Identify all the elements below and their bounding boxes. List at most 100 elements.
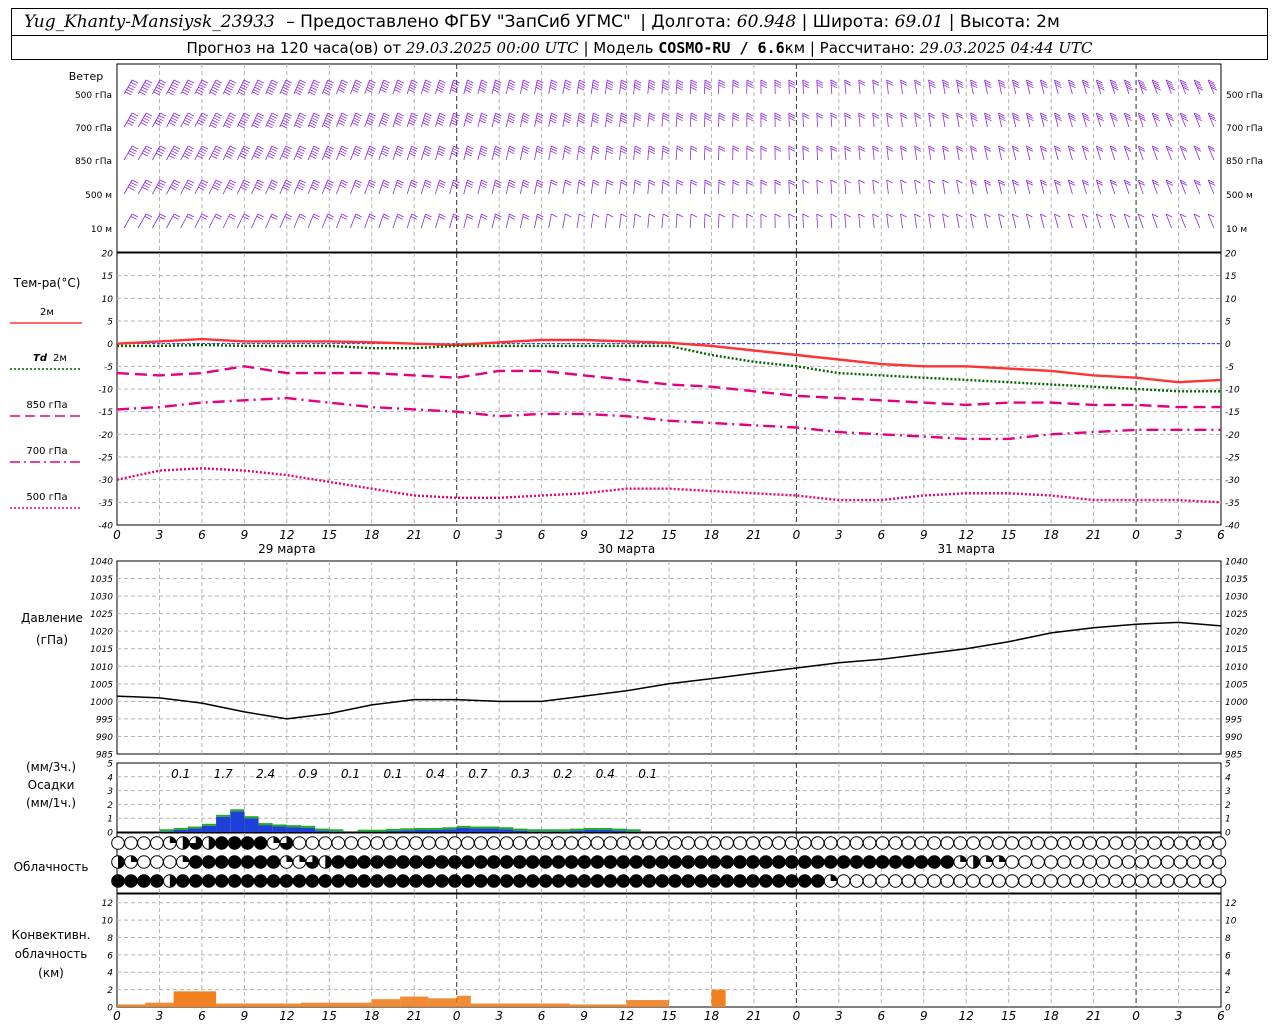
cloud-symbol	[525, 836, 540, 850]
precip-bar-top	[428, 827, 443, 830]
convective-bar	[400, 996, 429, 1007]
wind-barb	[998, 145, 1006, 161]
wind-barb	[406, 213, 418, 229]
wind-barb	[166, 112, 181, 128]
ytick-label-right: 1010	[1225, 663, 1248, 673]
wind-barb	[1081, 145, 1090, 161]
xtick-label-temp: 0	[1132, 528, 1140, 542]
cloud-symbol	[1095, 855, 1110, 869]
precip-bar-top	[357, 829, 372, 832]
wind-barb	[1067, 179, 1076, 195]
ytick-label-right: 4	[1225, 969, 1231, 979]
wind-barb	[279, 179, 292, 195]
wind-barb	[1067, 79, 1076, 95]
cloud-symbol	[461, 874, 475, 888]
cloud-symbol	[499, 855, 514, 869]
wind-barb	[166, 145, 181, 161]
cloud-symbol-three-quarter	[189, 836, 203, 850]
precip-3h-label: 2.4	[256, 767, 275, 781]
cloud-symbol	[681, 855, 695, 869]
wind-barb	[1165, 179, 1174, 195]
ytick-label-right: -30	[1225, 476, 1240, 486]
wind-barb	[435, 179, 446, 195]
wind-barb	[816, 79, 824, 95]
ytick-label-left: 8	[107, 934, 113, 944]
cloud-symbol	[1173, 855, 1188, 869]
wind-barb	[900, 145, 908, 161]
wind-barb	[1054, 213, 1061, 229]
cloud-symbol	[1095, 874, 1110, 888]
wind-barb	[1165, 79, 1176, 95]
wind-level-label-left: 850 гПа	[75, 157, 112, 167]
wind-barb	[491, 145, 502, 161]
convective-bar	[456, 995, 471, 1007]
wind-barb	[520, 112, 530, 128]
wind-barb	[1151, 79, 1161, 95]
cloud-symbol	[655, 874, 670, 888]
ytick-label-left: 5	[107, 318, 113, 328]
xtick-label-temp: 18	[1044, 528, 1060, 542]
wind-barb	[858, 145, 866, 161]
wind-barb	[491, 112, 502, 128]
wind-barb	[774, 112, 782, 128]
temp-series-line	[116, 467, 1222, 504]
wind-barb	[886, 145, 894, 161]
cloud-symbol	[1199, 874, 1214, 888]
precip-bar	[385, 830, 401, 832]
wind-barb	[830, 112, 838, 128]
cloud-symbol	[1108, 874, 1123, 888]
wind-barb	[1012, 179, 1020, 195]
wind-barb	[942, 79, 950, 95]
xtick-label-temp: 15	[661, 528, 676, 542]
cloud-symbol	[383, 855, 397, 869]
wind-barb	[364, 213, 376, 229]
cloud-symbol	[746, 855, 760, 869]
cloud-symbol	[694, 836, 708, 850]
cloud-symbol	[1031, 874, 1045, 888]
ytick-label-left: 10	[102, 917, 114, 927]
cloud-symbol	[1147, 874, 1162, 888]
cloud-symbol	[214, 874, 229, 888]
wind-barb	[1040, 213, 1047, 229]
ytick-label-right: 0	[1225, 1004, 1231, 1014]
wind-barb	[576, 112, 586, 128]
wind-barb	[435, 112, 446, 128]
wind-barb	[152, 179, 167, 195]
cloud-symbol	[785, 855, 799, 869]
xtick-label-bottom: 15	[322, 1009, 337, 1023]
wind-barb	[1095, 179, 1104, 195]
wind-barb	[392, 79, 404, 95]
cloud-symbol	[396, 836, 410, 850]
cloud-symbol	[616, 874, 631, 888]
cloud-symbol	[292, 836, 307, 850]
ytick-label-left: 1040	[90, 558, 113, 568]
wind-barb	[123, 179, 139, 195]
cloud-symbol-quarter	[130, 855, 138, 862]
wind-barb	[1067, 145, 1076, 161]
wind-barb	[1012, 112, 1020, 128]
wind-barb	[420, 79, 432, 95]
wind-barb	[378, 179, 390, 195]
cloud-symbol-half	[973, 855, 980, 869]
wind-barb	[900, 112, 908, 128]
cloud-symbol	[214, 855, 229, 869]
cloud-symbol	[1083, 836, 1097, 850]
cloud-symbol	[862, 874, 877, 888]
wind-barb	[788, 79, 796, 95]
xtick-label-temp: 6	[198, 528, 206, 542]
cloud-symbol	[486, 836, 501, 850]
ytick-label-right: 1030	[1225, 593, 1248, 603]
wind-barb	[689, 112, 698, 128]
cloud-symbol	[137, 874, 151, 888]
cloud-symbol	[785, 874, 799, 888]
precip-bar	[527, 831, 542, 832]
wind-barb	[900, 213, 907, 229]
wind-barb	[137, 79, 153, 96]
wind-barb	[562, 145, 572, 161]
wind-barb	[548, 112, 558, 128]
wind-barb	[251, 79, 264, 96]
wind-barb	[830, 79, 838, 95]
wind-barb	[802, 213, 809, 229]
cloud-symbol	[681, 874, 695, 888]
cloud-symbol	[668, 855, 682, 869]
